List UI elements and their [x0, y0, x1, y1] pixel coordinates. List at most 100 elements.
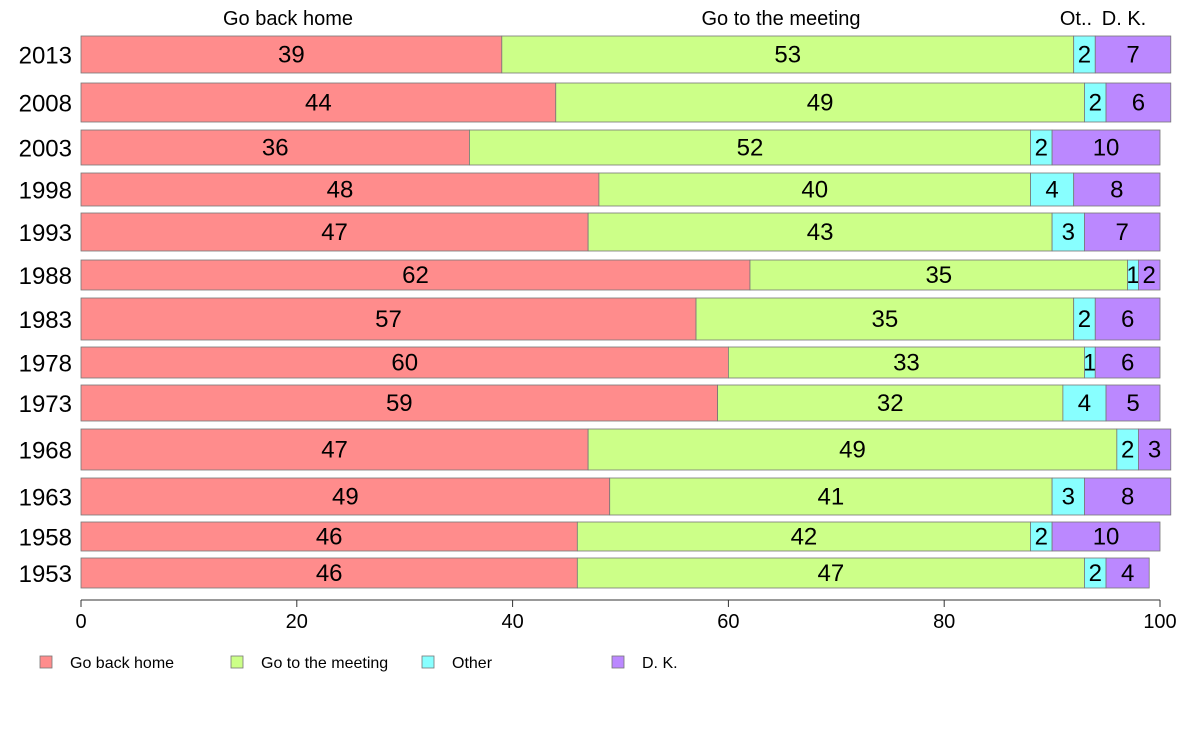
bar-segment-1958-0: [80, 521, 578, 552]
data-label-1963-3: 8: [1121, 484, 1134, 511]
bar-segment-2013-0: [80, 35, 503, 74]
bar-segment-1953-0: [80, 557, 578, 589]
column-header-1: Go to the meeting: [702, 8, 861, 30]
legend-label-0: Go back home: [70, 655, 174, 672]
data-label-1998-0: 48: [327, 177, 354, 204]
bar-segment-2008-1: [555, 82, 1085, 123]
data-label-1988-1: 35: [925, 262, 952, 289]
data-label-2003-3: 10: [1093, 135, 1120, 162]
year-label-1998: 1998: [19, 178, 72, 205]
x-tick-label-40: 40: [501, 611, 523, 633]
data-label-2008-0: 44: [305, 90, 332, 117]
bar-segment-1998-3: [1073, 172, 1161, 207]
data-label-2003-0: 36: [262, 135, 289, 162]
data-label-1973-2: 4: [1078, 390, 1091, 417]
data-label-1953-0: 46: [316, 560, 343, 587]
bar-segment-2008-3: [1105, 82, 1172, 123]
data-label-1983-2: 2: [1078, 306, 1091, 333]
data-label-1968-0: 47: [321, 437, 348, 464]
data-label-1978-1: 33: [893, 350, 920, 377]
data-label-1963-0: 49: [332, 484, 359, 511]
bar-segment-1953-1: [576, 557, 1085, 589]
data-label-1993-2: 3: [1062, 219, 1075, 246]
bar-segment-1993-1: [587, 212, 1053, 252]
bar-segment-1988-3: [1138, 259, 1161, 291]
data-label-1968-1: 49: [839, 437, 866, 464]
data-label-1983-3: 6: [1121, 306, 1134, 333]
column-header-0: Go back home: [223, 8, 353, 30]
x-tick-label-100: 100: [1143, 611, 1176, 633]
data-label-1973-3: 5: [1126, 390, 1139, 417]
bar-segment-1998-1: [598, 172, 1031, 207]
legend-swatch-2: [421, 655, 435, 669]
data-label-2003-2: 2: [1035, 135, 1048, 162]
bar-segment-1978-1: [728, 346, 1085, 379]
legend-label-2: Other: [452, 655, 493, 672]
bar-segment-1968-3: [1138, 428, 1172, 471]
data-label-1988-0: 62: [402, 262, 429, 289]
data-label-1998-2: 4: [1045, 177, 1058, 204]
data-label-2013-3: 7: [1126, 42, 1139, 69]
data-label-1953-1: 47: [818, 560, 845, 587]
data-label-1963-2: 3: [1062, 484, 1075, 511]
bar-segment-1973-3: [1105, 384, 1161, 422]
bar-segment-1958-3: [1051, 521, 1161, 552]
bar-segment-1963-2: [1051, 477, 1085, 516]
year-label-1963: 1963: [19, 485, 72, 512]
data-label-1983-1: 35: [872, 306, 899, 333]
bar-segment-1993-3: [1084, 212, 1161, 252]
bar-segment-1998-0: [80, 172, 600, 207]
bar-segment-1963-3: [1084, 477, 1172, 516]
column-header-2: Ot..: [1060, 8, 1092, 30]
data-label-1978-0: 60: [391, 350, 418, 377]
bar-segment-1953-3: [1105, 557, 1150, 589]
x-tick-label-60: 60: [717, 611, 739, 633]
bar-segment-1963-0: [80, 477, 611, 516]
bar-segment-1988-1: [749, 259, 1129, 291]
bar-segment-2003-3: [1051, 129, 1161, 166]
year-label-1993: 1993: [19, 220, 72, 247]
bar-segment-1983-1: [695, 297, 1075, 341]
year-label-2013: 2013: [19, 43, 72, 70]
bar-segment-2013-3: [1094, 35, 1172, 74]
data-label-1988-3: 2: [1143, 262, 1156, 289]
x-tick-label-80: 80: [933, 611, 955, 633]
bar-segment-1988-0: [80, 259, 751, 291]
bar-segment-1993-2: [1051, 212, 1085, 252]
bar-segment-1983-0: [80, 297, 697, 341]
year-label-2003: 2003: [19, 136, 72, 163]
data-label-1953-3: 4: [1121, 560, 1134, 587]
data-label-1973-0: 59: [386, 390, 413, 417]
legend-swatch-1: [230, 655, 244, 669]
column-header-3: D. K.: [1102, 8, 1146, 30]
data-label-2013-0: 39: [278, 42, 305, 69]
data-label-2013-1: 53: [774, 42, 801, 69]
column-headers: Go back home Go to the meeting Ot.. D. K.: [223, 8, 1146, 30]
year-label-1958: 1958: [19, 525, 72, 552]
data-label-2008-2: 2: [1089, 90, 1102, 117]
data-label-1993-1: 43: [807, 219, 834, 246]
data-label-1978-2: 1: [1083, 350, 1096, 377]
legend-label-3: D. K.: [642, 655, 678, 672]
data-label-1988-2: 1: [1126, 262, 1139, 289]
data-label-2008-3: 6: [1132, 90, 1145, 117]
bar-segment-2003-1: [469, 129, 1031, 166]
x-tick-label-20: 20: [286, 611, 308, 633]
bar-segment-1983-3: [1094, 297, 1161, 341]
bar-segment-1968-1: [587, 428, 1118, 471]
data-label-1998-1: 40: [801, 177, 828, 204]
data-label-1958-2: 2: [1035, 524, 1048, 551]
bar-segment-1968-0: [80, 428, 589, 471]
data-label-1993-0: 47: [321, 219, 348, 246]
data-label-1958-0: 46: [316, 524, 343, 551]
legend-swatch-3: [611, 655, 625, 669]
data-label-1973-1: 32: [877, 390, 904, 417]
year-label-1973: 1973: [19, 391, 72, 418]
bar-segment-2003-0: [80, 129, 470, 166]
year-label-2008: 2008: [19, 91, 72, 118]
bar-segment-1993-0: [80, 212, 589, 252]
bar-segment-2008-0: [80, 82, 557, 123]
bar-segment-1963-1: [609, 477, 1053, 516]
legend: Go back home Go to the meeting Other D. K.: [39, 655, 678, 672]
